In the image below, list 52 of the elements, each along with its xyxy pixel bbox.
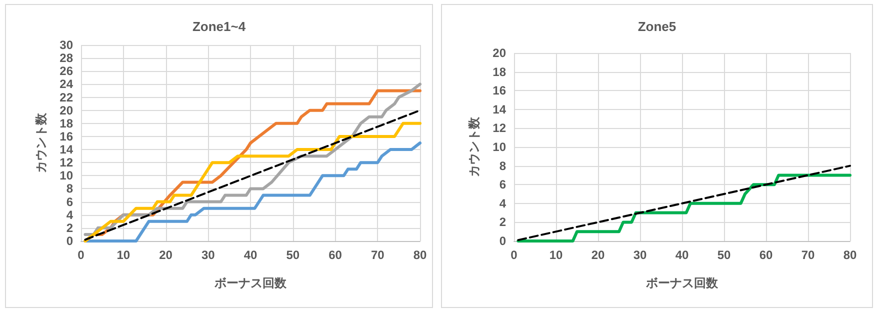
x-tick-label: 0 <box>510 248 518 262</box>
x-tick-label: 50 <box>286 248 300 262</box>
y-tick-label: 30 <box>60 38 74 52</box>
y-tick-label: 8 <box>499 158 506 173</box>
y-tick-label: 2 <box>66 220 74 235</box>
x-tick-label: 0 <box>78 248 85 262</box>
y-tick-label: 16 <box>492 84 506 98</box>
x-tick-label: 70 <box>370 248 385 262</box>
x-tick-label: 40 <box>675 248 689 262</box>
x-tick-label: 60 <box>759 248 773 262</box>
x-tick-label: 60 <box>328 248 342 262</box>
y-tick-label: 20 <box>60 103 74 118</box>
chart-title: Zone5 <box>638 19 676 34</box>
y-tick-label: 28 <box>60 51 74 66</box>
y-tick-label: 10 <box>492 140 506 154</box>
y-tick-label: 6 <box>66 194 74 209</box>
x-tick-label: 30 <box>633 248 647 262</box>
x-tick-label: 80 <box>413 248 427 262</box>
y-tick-label: 12 <box>60 156 74 170</box>
y-tick-label: 4 <box>66 208 74 222</box>
x-tick-label: 70 <box>801 248 815 262</box>
y-tick-label: 20 <box>492 46 506 60</box>
x-tick-label: 40 <box>244 248 258 262</box>
y-tick-label: 16 <box>60 129 74 144</box>
x-tick-label: 80 <box>843 248 857 262</box>
y-tick-label: 0 <box>499 234 506 248</box>
y-tick-label: 0 <box>66 234 74 248</box>
x-axis-title: ボーナス回数 <box>214 276 288 290</box>
x-axis-title: ボーナス回数 <box>645 276 719 290</box>
x-tick-label: 10 <box>116 248 130 262</box>
y-axis-title: カウント数 <box>34 112 48 173</box>
y-tick-label: 2 <box>499 215 506 230</box>
x-tick-label: 50 <box>717 248 731 262</box>
y-tick-label: 26 <box>60 64 74 78</box>
y-tick-label: 14 <box>492 102 506 116</box>
y-tick-label: 4 <box>499 196 506 210</box>
x-tick-label: 20 <box>159 248 173 262</box>
y-axis-title: カウント数 <box>467 116 481 177</box>
y-tick-label: 10 <box>60 168 74 183</box>
y-tick-label: 12 <box>492 121 506 136</box>
y-tick-label: 18 <box>492 64 506 79</box>
y-tick-label: 8 <box>66 182 74 196</box>
line-series <box>84 142 422 242</box>
y-tick-label: 6 <box>499 178 506 192</box>
y-tick-label: 24 <box>60 77 74 92</box>
chart-title: Zone1~4 <box>192 19 246 34</box>
x-tick-label: 10 <box>549 248 563 262</box>
y-tick-label: 22 <box>60 90 74 104</box>
y-tick-label: 14 <box>60 142 74 157</box>
x-tick-label: 20 <box>591 248 605 262</box>
x-tick-label: 30 <box>201 248 216 262</box>
y-tick-label: 18 <box>60 116 74 130</box>
